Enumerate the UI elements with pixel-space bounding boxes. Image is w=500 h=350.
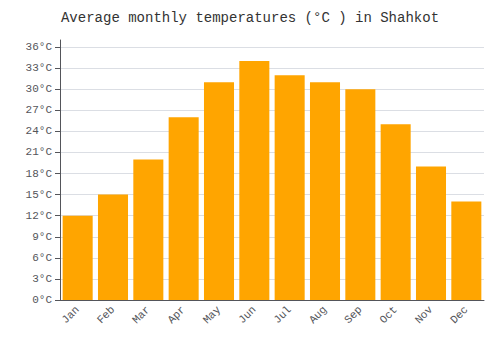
svg-text:36°C: 36°C [26,41,53,53]
svg-text:24°C: 24°C [26,125,53,137]
svg-text:Average monthly temperatures (: Average monthly temperatures (°C ) in Sh… [61,10,439,26]
svg-text:Apr: Apr [165,304,187,326]
svg-text:3°C: 3°C [32,273,52,285]
svg-text:Jan: Jan [59,304,81,326]
svg-text:0°C: 0°C [32,294,52,306]
svg-text:Sep: Sep [342,304,364,326]
svg-text:27°C: 27°C [26,104,53,116]
svg-text:33°C: 33°C [26,62,53,74]
svg-text:Nov: Nov [413,303,436,326]
svg-text:Dec: Dec [448,304,470,326]
svg-text:Jul: Jul [271,304,293,326]
svg-text:Aug: Aug [307,304,329,326]
svg-text:15°C: 15°C [26,189,53,201]
svg-text:Oct: Oct [377,304,399,326]
svg-text:12°C: 12°C [26,210,53,222]
svg-text:6°C: 6°C [32,252,52,264]
svg-text:9°C: 9°C [32,231,52,243]
svg-text:21°C: 21°C [26,146,53,158]
svg-text:Feb: Feb [95,304,117,326]
svg-text:18°C: 18°C [26,168,53,180]
svg-text:Mar: Mar [130,304,152,326]
svg-text:30°C: 30°C [26,83,53,95]
svg-text:Jun: Jun [236,304,258,326]
svg-text:May: May [201,303,224,326]
